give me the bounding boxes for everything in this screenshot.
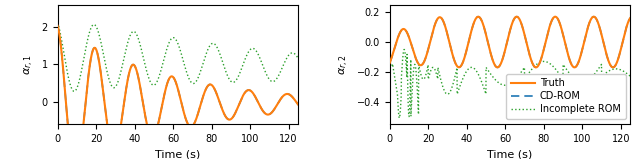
Y-axis label: $\alpha_{r,2}$: $\alpha_{r,2}$	[338, 54, 351, 75]
X-axis label: Time (s): Time (s)	[488, 149, 532, 159]
Legend: Truth, CD-ROM, Incomplete ROM: Truth, CD-ROM, Incomplete ROM	[506, 74, 625, 119]
Y-axis label: $\alpha_{r,1}$: $\alpha_{r,1}$	[23, 54, 36, 75]
X-axis label: Time (s): Time (s)	[156, 149, 200, 159]
